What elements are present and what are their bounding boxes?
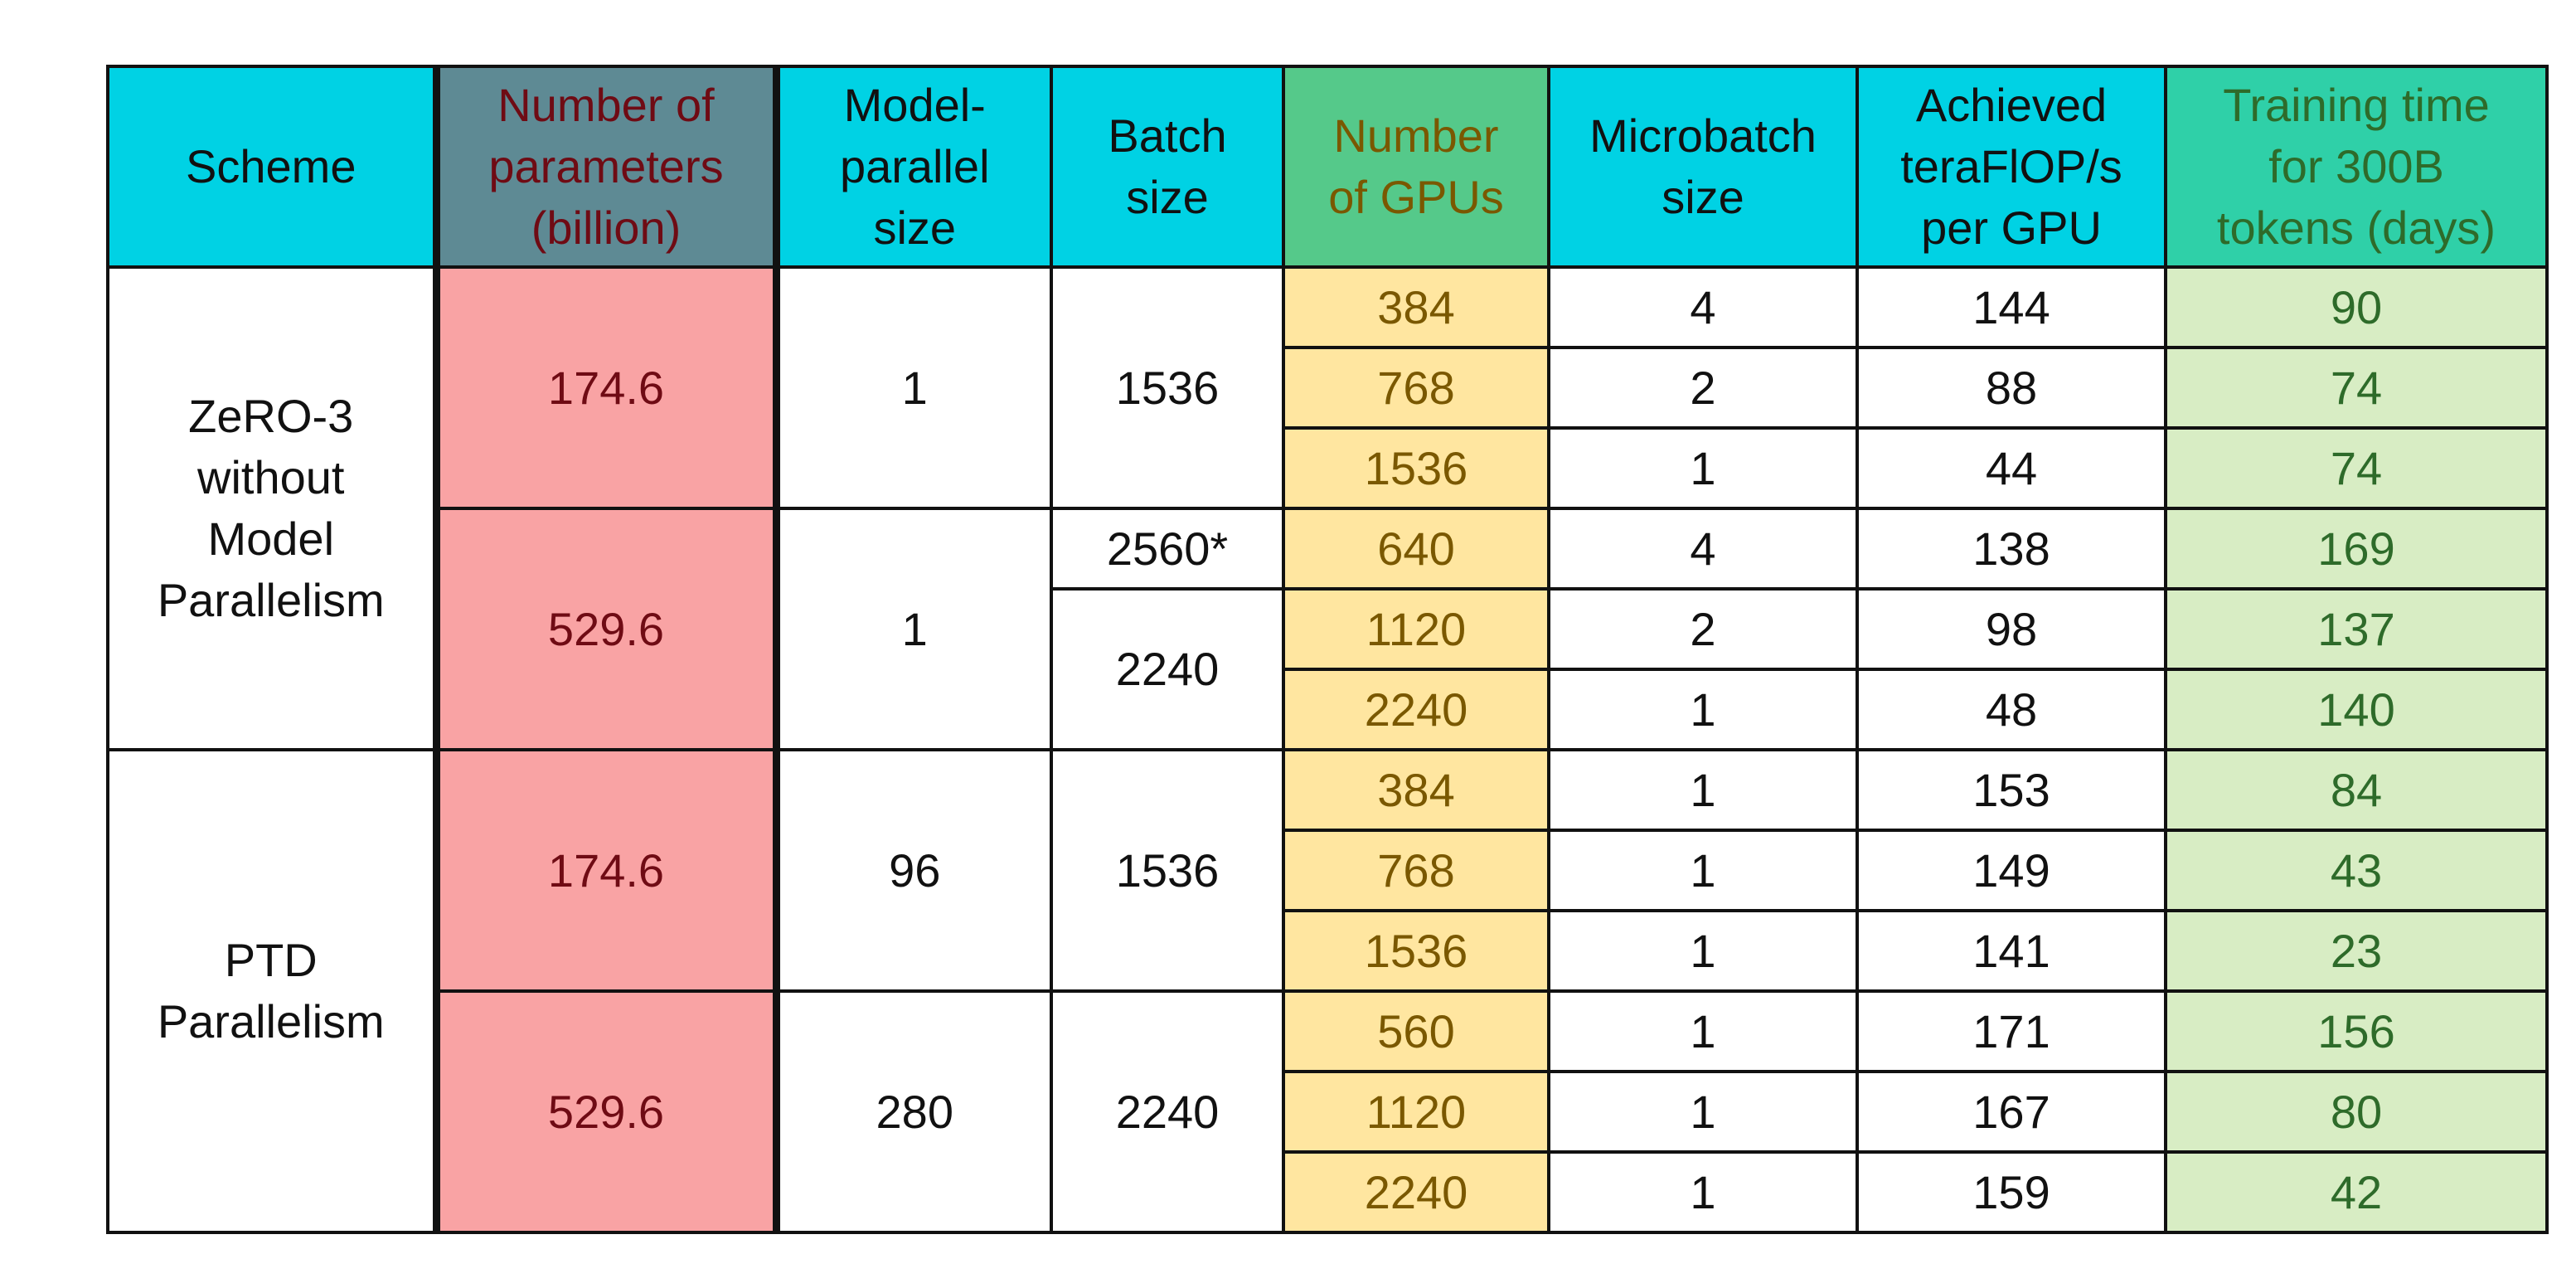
training-time-cell: 43 <box>2164 829 2549 912</box>
microbatch-cell: 1 <box>1547 989 1859 1073</box>
header-training-time: Training time for 300B tokens (days) <box>2164 65 2549 269</box>
microbatch-cell: 1 <box>1547 1070 1859 1154</box>
table-row: 529.6 280 2240 560 1 171 156 <box>108 989 2549 1234</box>
header-batch-size: Batch size <box>1050 65 1285 269</box>
params-cell: 529.6 <box>432 989 780 1234</box>
training-results-table: Scheme Number of parameters (billion) Mode… <box>106 65 2549 1234</box>
table-row: 768 2 88 74 <box>108 346 2549 430</box>
table-row: 1536 1 141 23 <box>108 909 2549 993</box>
gpus-cell: 768 <box>1282 829 1550 912</box>
training-time-cell: 137 <box>2164 587 2549 671</box>
microbatch-cell: 1 <box>1547 668 1859 751</box>
table-row: 1536 1 44 74 <box>108 426 2549 510</box>
table-row: 1120 1 167 80 <box>108 1070 2549 1154</box>
teraflops-cell: 153 <box>1856 748 2167 832</box>
microbatch-cell: 4 <box>1547 507 1859 591</box>
training-time-cell: 74 <box>2164 426 2549 510</box>
header-mp-size: Model-parallel size <box>774 65 1053 269</box>
gpus-cell: 384 <box>1282 748 1550 832</box>
microbatch-cell: 1 <box>1547 1150 1859 1234</box>
teraflops-cell: 144 <box>1856 265 2167 349</box>
teraflops-cell: 167 <box>1856 1070 2167 1154</box>
table-row: 2240 1 48 140 <box>108 668 2549 751</box>
mp-size-cell: 1 <box>774 507 1053 751</box>
scheme-cell: ZeRO-3 without Model Parallelism <box>106 265 438 751</box>
header-teraflops: Achieved teraFlOP/s per GPU <box>1856 65 2167 269</box>
table-row: 2240 1 159 42 <box>108 1150 2549 1234</box>
microbatch-cell: 1 <box>1547 426 1859 510</box>
gpus-cell: 1120 <box>1282 587 1550 671</box>
gpus-cell: 768 <box>1282 346 1550 430</box>
gpus-cell: 1120 <box>1282 1070 1550 1154</box>
microbatch-cell: 1 <box>1547 829 1859 912</box>
header-row: Scheme Number of parameters (billion) Mode… <box>106 65 2549 269</box>
batch-size-cell: 1536 <box>1050 265 1285 510</box>
mp-size-cell: 1 <box>774 265 1053 510</box>
teraflops-cell: 44 <box>1856 426 2167 510</box>
teraflops-cell: 171 <box>1856 989 2167 1073</box>
microbatch-cell: 1 <box>1547 748 1859 832</box>
header-params: Number of parameters (billion) <box>432 65 780 269</box>
gpus-cell: 640 <box>1282 507 1550 591</box>
batch-size-cell: 1536 <box>1050 748 1285 993</box>
gpus-cell: 2240 <box>1282 668 1550 751</box>
batch-size-cell: 2240 <box>1050 989 1285 1234</box>
gpus-cell: 384 <box>1282 265 1550 349</box>
params-cell: 529.6 <box>432 507 780 751</box>
training-time-cell: 23 <box>2164 909 2549 993</box>
params-cell: 174.6 <box>432 265 780 510</box>
training-time-cell: 84 <box>2164 748 2549 832</box>
table-row: 768 1 149 43 <box>108 829 2549 912</box>
microbatch-cell: 4 <box>1547 265 1859 349</box>
teraflops-cell: 149 <box>1856 829 2167 912</box>
table-row: 2240 1120 2 98 137 <box>108 587 2549 751</box>
training-time-cell: 140 <box>2164 668 2549 751</box>
gpus-cell: 560 <box>1282 989 1550 1073</box>
training-time-cell: 169 <box>2164 507 2549 591</box>
training-time-cell: 74 <box>2164 346 2549 430</box>
teraflops-cell: 159 <box>1856 1150 2167 1234</box>
scheme-cell: PTD Parallelism <box>106 748 438 1234</box>
teraflops-cell: 141 <box>1856 909 2167 993</box>
training-time-cell: 42 <box>2164 1150 2549 1234</box>
gpus-cell: 2240 <box>1282 1150 1550 1234</box>
batch-size-cell: 2240 <box>1050 587 1285 751</box>
table-row: PTD Parallelism 174.6 96 1536 384 1 153 8… <box>106 748 2549 1234</box>
teraflops-cell: 88 <box>1856 346 2167 430</box>
microbatch-cell: 2 <box>1547 587 1859 671</box>
gpus-cell: 1536 <box>1282 426 1550 510</box>
header-microbatch: Microbatch size <box>1547 65 1859 269</box>
teraflops-cell: 98 <box>1856 587 2167 671</box>
mp-size-cell: 280 <box>774 989 1053 1234</box>
microbatch-cell: 1 <box>1547 909 1859 993</box>
teraflops-cell: 48 <box>1856 668 2167 751</box>
microbatch-cell: 2 <box>1547 346 1859 430</box>
gpus-cell: 1536 <box>1282 909 1550 993</box>
mp-size-cell: 96 <box>774 748 1053 993</box>
teraflops-cell: 138 <box>1856 507 2167 591</box>
training-time-cell: 156 <box>2164 989 2549 1073</box>
training-time-cell: 80 <box>2164 1070 2549 1154</box>
table-row: ZeRO-3 without Model Parallelism 174.6 1 15… <box>106 265 2549 751</box>
header-scheme: Scheme <box>106 65 438 269</box>
header-num-gpus: Number of GPUs <box>1282 65 1550 269</box>
table-row: 529.6 1 2560* 640 4 138 169 <box>108 507 2549 751</box>
params-cell: 174.6 <box>432 748 780 993</box>
batch-size-cell: 2560* <box>1050 507 1285 591</box>
training-time-cell: 90 <box>2164 265 2549 349</box>
